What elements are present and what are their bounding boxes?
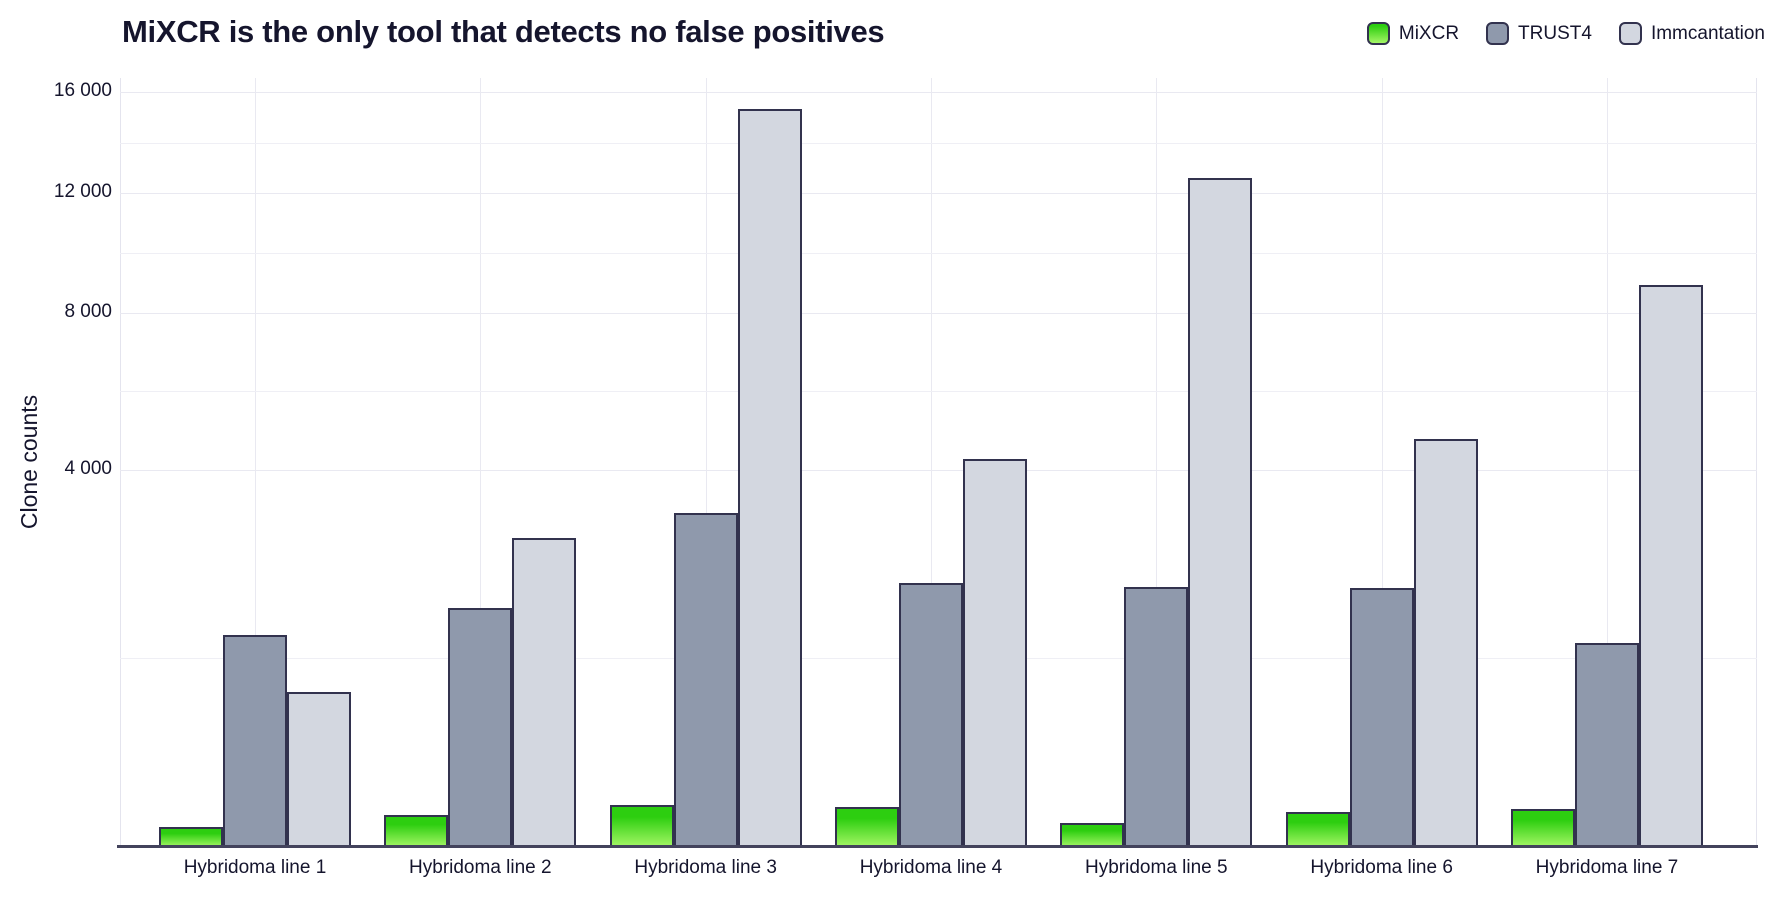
bar-mixcr-4 [835,807,899,847]
plot-right-border [1756,78,1757,847]
x-tick-label: Hybridoma line 2 [409,857,552,878]
bar-trust4-2 [448,608,513,847]
y-tick-label: 8 000 [64,301,112,323]
legend-swatch-trust4 [1486,22,1510,45]
bar-trust4-4 [899,583,963,847]
bar-mixcr-3 [609,804,674,847]
bar-immcantation-5 [1188,178,1253,847]
bar-immcantation-4 [963,459,1027,847]
bar-trust4-5 [1124,586,1189,847]
bar-immcantation-3 [737,109,802,847]
bar-trust4-7 [1575,642,1639,847]
legend-label: Immcantation [1650,22,1765,44]
minor-gridline [120,142,1757,144]
vertical-gridline [255,78,256,847]
x-tick-label: Hybridoma line 4 [859,857,1003,878]
x-tick-label: Hybridoma line 3 [634,857,777,878]
vertical-gridline [931,78,932,847]
bar-mixcr-6 [1285,812,1350,847]
bar-immcantation-7 [1639,284,1703,847]
bar-immcantation-6 [1413,439,1478,847]
plot-area [120,78,1757,847]
bar-mixcr-5 [1060,823,1125,847]
chart-title: MiXCR is the only tool that detects no f… [122,14,885,49]
bar-mixcr-2 [384,814,449,847]
y-tick-label: 12 000 [53,181,112,203]
x-tick-label: Hybridoma line 5 [1085,857,1228,878]
major-gridline [120,92,1757,93]
bar-immcantation-2 [512,538,577,847]
legend-label: TRUST4 [1518,22,1592,44]
legend-label: MiXCR [1398,22,1460,44]
bar-mixcr-7 [1511,809,1575,847]
bar-trust4-1 [223,635,287,847]
bar-immcantation-1 [287,691,351,847]
vertical-gridline [1607,78,1608,847]
plot-left-border [120,78,121,847]
x-tick-label: Hybridoma line 7 [1535,857,1679,878]
x-axis-line [117,845,1758,848]
vertical-gridline [1156,78,1158,847]
vertical-gridline [1381,78,1383,847]
legend-item-immcantation: Immcantation [1618,22,1765,45]
bar-trust4-6 [1349,588,1414,847]
x-tick-label: Hybridoma line 6 [1310,857,1453,878]
major-gridline [120,469,1757,471]
y-tick-label: 4 000 [64,457,112,479]
legend-item-mixcr: MiXCR [1366,22,1460,45]
vertical-gridline [705,78,707,847]
legend: MiXCR TRUST4 Immcantation [1366,22,1765,45]
legend-item-trust4: TRUST4 [1486,22,1592,45]
major-gridline [120,313,1757,315]
bar-mixcr-1 [159,827,223,847]
y-tick-label: 16 000 [53,80,112,102]
vertical-gridline [480,78,482,847]
legend-swatch-immcantation [1618,22,1642,45]
minor-gridline [120,253,1757,255]
bar-trust4-3 [673,513,738,847]
legend-swatch-mixcr [1366,22,1390,45]
minor-gridline [120,391,1757,393]
x-tick-label: Hybridoma line 1 [183,857,327,878]
major-gridline [120,193,1757,195]
